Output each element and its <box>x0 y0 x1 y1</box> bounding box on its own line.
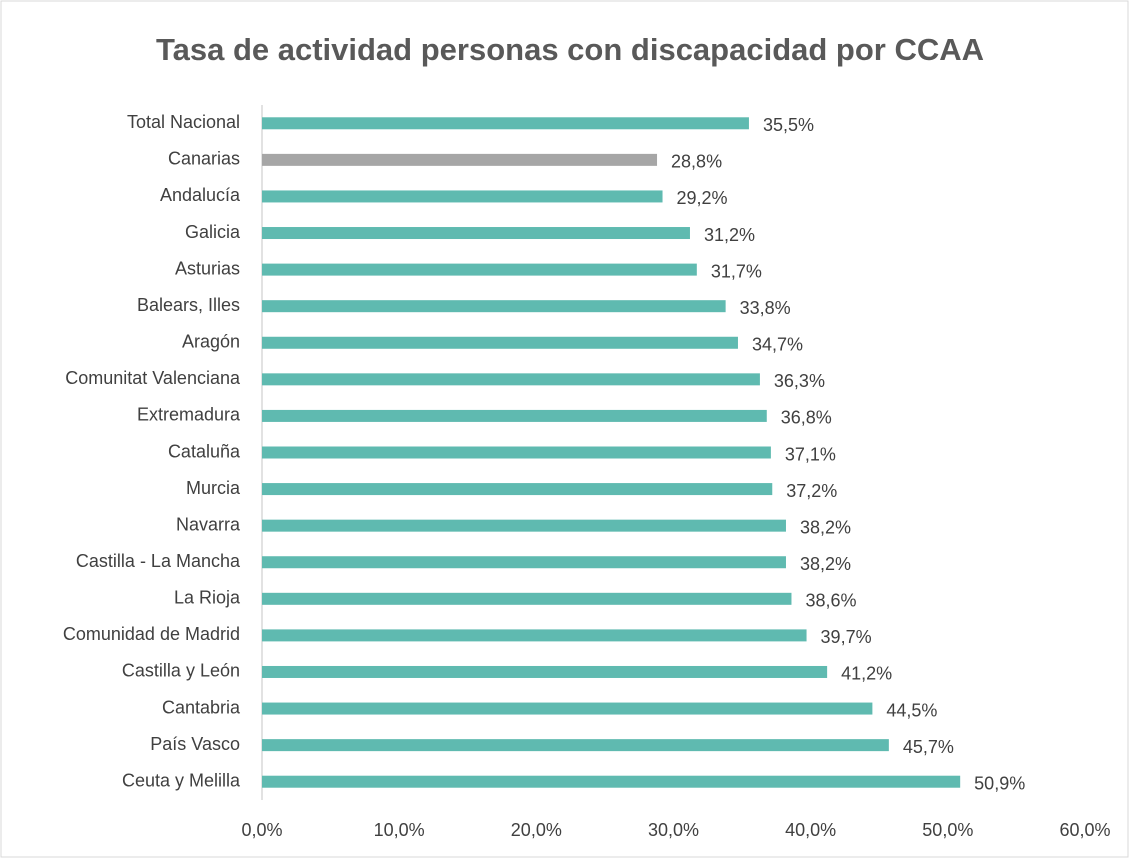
value-label: 37,1% <box>785 444 836 464</box>
y-tick-label: Cantabria <box>162 697 241 717</box>
bar <box>262 592 792 605</box>
value-label: 31,2% <box>704 225 755 245</box>
value-label: 38,2% <box>800 554 851 574</box>
x-tick-label: 0,0% <box>241 820 282 840</box>
bar <box>262 300 726 313</box>
chart-title: Tasa de actividad personas con discapaci… <box>156 32 984 67</box>
y-tick-label: Galicia <box>185 222 241 242</box>
value-label: 36,3% <box>774 371 825 391</box>
y-tick-label: La Rioja <box>174 588 241 608</box>
bar <box>262 775 961 788</box>
bar <box>262 263 697 276</box>
value-label: 31,7% <box>711 261 762 281</box>
y-tick-label: Castilla y León <box>122 661 240 681</box>
y-tick-label: Cataluña <box>168 441 241 461</box>
y-tick-label: Comunitat Valenciana <box>65 368 241 388</box>
value-label: 44,5% <box>886 700 937 720</box>
x-tick-label: 40,0% <box>785 820 836 840</box>
bar <box>262 373 760 386</box>
value-label: 37,2% <box>786 481 837 501</box>
bar <box>262 739 889 752</box>
y-tick-label: Ceuta y Melilla <box>122 770 241 790</box>
y-tick-label: País Vasco <box>150 734 240 754</box>
y-tick-label: Balears, Illes <box>137 295 240 315</box>
bar <box>262 665 828 678</box>
value-label: 50,9% <box>974 773 1025 793</box>
value-label: 45,7% <box>903 737 954 757</box>
x-tick-label: 50,0% <box>922 820 973 840</box>
x-tick-label: 10,0% <box>374 820 425 840</box>
y-tick-label: Comunidad de Madrid <box>63 624 240 644</box>
value-label: 38,2% <box>800 517 851 537</box>
y-tick-label: Murcia <box>186 478 241 498</box>
bar <box>262 446 771 459</box>
bar <box>262 117 749 130</box>
value-label: 39,7% <box>821 627 872 647</box>
bar <box>262 483 773 496</box>
y-tick-label: Navarra <box>176 514 241 534</box>
y-tick-label: Asturias <box>175 258 240 278</box>
value-label: 41,2% <box>841 664 892 684</box>
y-tick-label: Canarias <box>168 149 240 169</box>
value-label: 34,7% <box>752 335 803 355</box>
value-label: 36,8% <box>781 408 832 428</box>
y-tick-label: Aragón <box>182 332 240 352</box>
bar <box>262 409 767 422</box>
value-label: 35,5% <box>763 115 814 135</box>
bar <box>262 519 786 532</box>
value-label: 28,8% <box>671 152 722 172</box>
y-tick-label: Total Nacional <box>127 112 240 132</box>
bar <box>262 556 786 569</box>
x-tick-label: 20,0% <box>511 820 562 840</box>
y-tick-label: Andalucía <box>160 185 241 205</box>
value-label: 38,6% <box>805 591 856 611</box>
x-tick-label: 60,0% <box>1059 820 1110 840</box>
bar <box>262 153 658 166</box>
bar <box>262 702 873 715</box>
value-label: 33,8% <box>740 298 791 318</box>
bar <box>262 336 738 349</box>
bar <box>262 190 663 203</box>
y-tick-label: Extremadura <box>137 405 241 425</box>
x-tick-label: 30,0% <box>648 820 699 840</box>
y-tick-label: Castilla - La Mancha <box>76 551 241 571</box>
bar <box>262 227 690 240</box>
bar <box>262 629 807 642</box>
value-label: 29,2% <box>677 188 728 208</box>
